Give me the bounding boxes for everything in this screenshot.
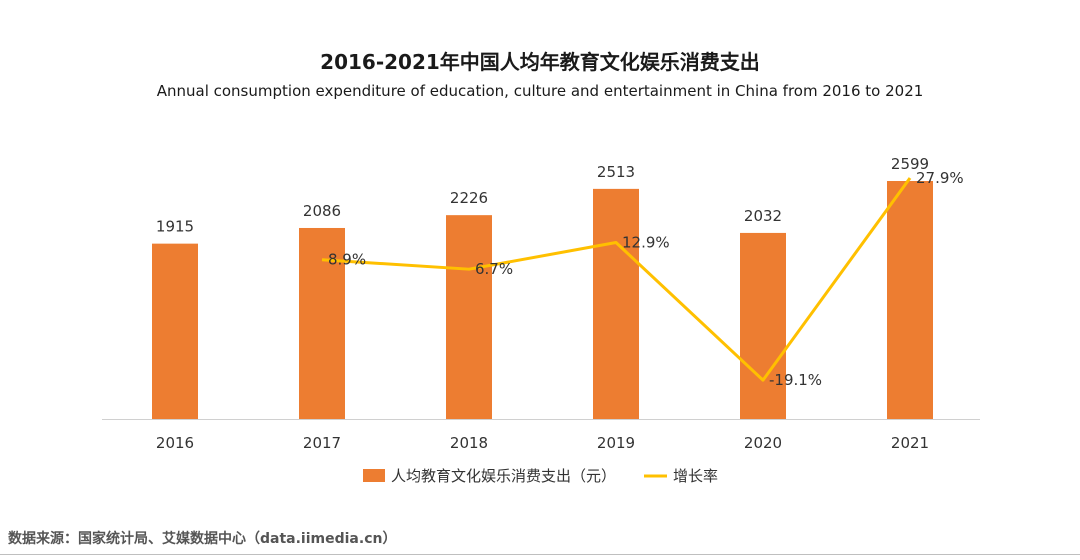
bottom-divider xyxy=(0,554,1080,555)
chart-subtitle: Annual consumption expenditure of educat… xyxy=(156,82,924,100)
growth-line-series: 8.9% 6.7% 12.9% -19.1% 27.9% xyxy=(321,169,964,389)
legend-label-line: 增长率 xyxy=(673,467,718,485)
growth-label-2021: 27.9% xyxy=(916,169,964,187)
legend-swatch-bar xyxy=(363,469,385,482)
growth-rate-line xyxy=(321,177,912,382)
bar-value-label-2020: 2032 xyxy=(744,207,782,225)
data-source-note: 数据来源：国家统计局、艾媒数据中心（data.iimedia.cn） xyxy=(8,531,397,547)
legend: 人均教育文化娱乐消费支出（元） 增长率 xyxy=(363,467,718,485)
bar-series: 1915 2086 2226 2513 2032 2599 xyxy=(152,155,933,419)
x-tick-label-2020: 2020 xyxy=(744,434,782,452)
bar-2021 xyxy=(887,181,933,419)
bar-value-label-2016: 1915 xyxy=(156,218,194,236)
bar-2019 xyxy=(593,188,639,419)
growth-label-2018: 6.7% xyxy=(475,260,513,278)
combo-chart: 1915 2086 2226 2513 2032 2599 8.9% 6.7% 12.9% -1… xyxy=(102,155,980,485)
bar-2016 xyxy=(152,243,198,419)
growth-label-2019: 12.9% xyxy=(622,234,670,252)
chart-title: 2016-2021年中国人均年教育文化娱乐消费支出 xyxy=(320,50,760,74)
bar-value-label-2018: 2226 xyxy=(450,189,488,207)
bar-2018 xyxy=(446,215,492,419)
bar-value-label-2017: 2086 xyxy=(303,202,341,220)
bar-2020 xyxy=(740,232,786,419)
growth-label-2017: 8.9% xyxy=(328,251,366,269)
x-axis: 2016 2017 2018 2019 2020 2021 xyxy=(102,419,980,452)
legend-label-bar: 人均教育文化娱乐消费支出（元） xyxy=(391,467,616,485)
x-tick-label-2017: 2017 xyxy=(303,434,341,452)
x-tick-label-2021: 2021 xyxy=(891,434,929,452)
x-tick-label-2019: 2019 xyxy=(597,434,635,452)
x-tick-label-2018: 2018 xyxy=(450,434,488,452)
growth-label-2020: -19.1% xyxy=(769,371,822,389)
x-tick-label-2016: 2016 xyxy=(156,434,194,452)
bar-value-label-2021: 2599 xyxy=(891,155,929,173)
bar-value-label-2019: 2513 xyxy=(597,163,635,181)
